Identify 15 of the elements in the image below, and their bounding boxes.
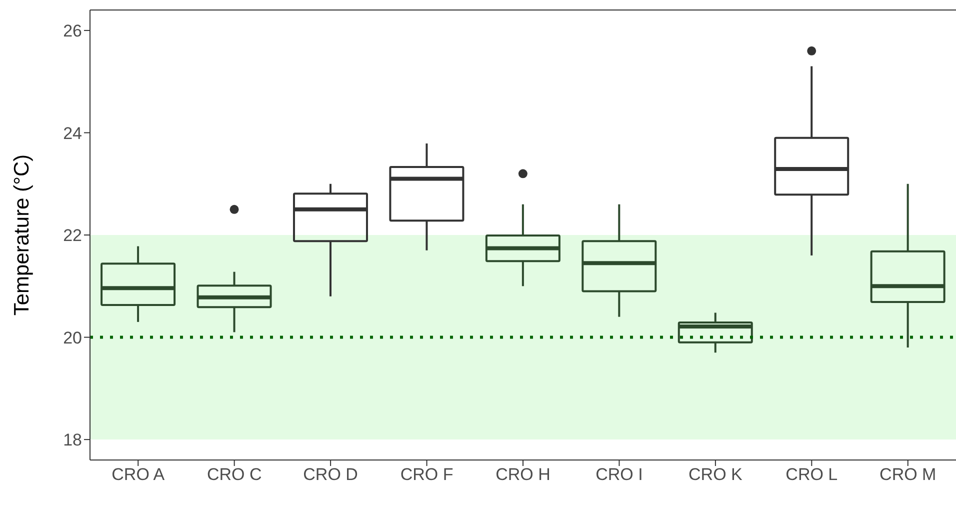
x-tick-label: CRO H (496, 465, 550, 484)
y-tick-label: 26 (63, 21, 82, 40)
x-tick-label: CRO L (786, 465, 838, 484)
y-tick-label: 24 (63, 124, 82, 143)
x-tick-label: CRO D (303, 465, 358, 484)
y-tick-label: 22 (63, 226, 82, 246)
y-tick-label: 20 (63, 328, 82, 348)
x-tick-label: CRO A (112, 465, 166, 484)
x-tick-label: CRO F (400, 465, 454, 484)
y-tick-label: 18 (63, 430, 82, 450)
x-tick-label: CRO C (206, 465, 262, 484)
y-axis-title: Temperature (°C) (10, 154, 34, 316)
x-tick-label: CRO K (688, 465, 744, 484)
x-tick-label: CRO I (596, 465, 643, 484)
x-tick-label: CRO M (880, 465, 936, 484)
